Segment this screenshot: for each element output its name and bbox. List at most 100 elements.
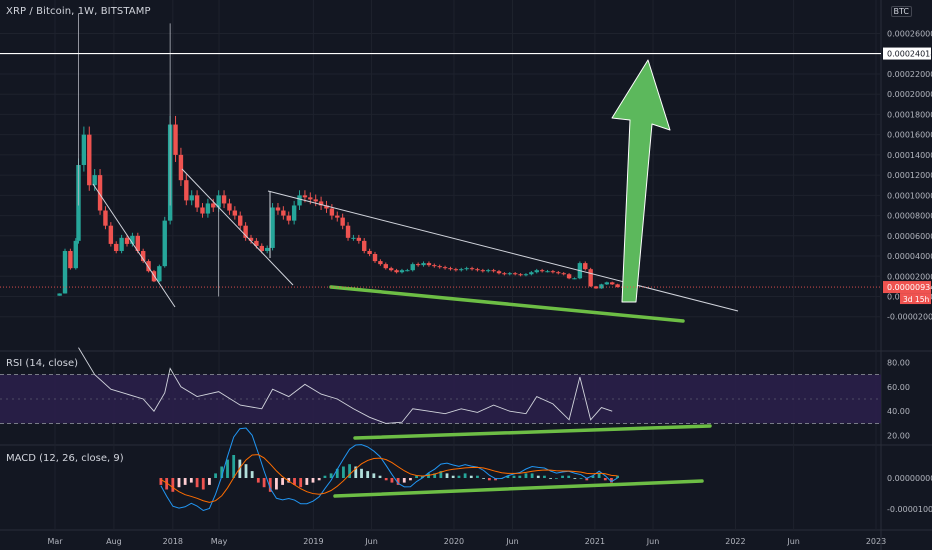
candle-body <box>275 207 281 211</box>
candle-body <box>114 243 119 251</box>
macd-bar <box>487 478 491 481</box>
macd-bar <box>530 473 534 478</box>
macd-bar <box>536 475 540 478</box>
candle-body <box>57 293 62 296</box>
trendline[interactable] <box>181 168 294 286</box>
candle-body <box>599 284 604 289</box>
candle-body <box>345 225 351 238</box>
candle-body <box>372 254 378 262</box>
time-tick-label: 2020 <box>444 537 464 546</box>
macd-bar <box>189 478 193 483</box>
candle-body <box>302 195 308 198</box>
macd-bar <box>335 468 339 478</box>
macd-bar <box>585 478 589 481</box>
candle-body <box>351 237 356 239</box>
candle-body <box>194 195 200 208</box>
candle-body <box>432 265 437 267</box>
candle-body <box>68 250 73 269</box>
macd-bar <box>402 478 406 483</box>
macd-pane[interactable] <box>0 446 881 530</box>
macd-tick-label: 0.00000000 <box>887 474 932 483</box>
rsi-tick-label: 60.00 <box>887 383 910 392</box>
macd-tick-label: -0.00001000 <box>887 505 932 514</box>
candle-body <box>119 237 124 251</box>
candle-body <box>189 195 194 201</box>
time-tick-label: Jun <box>786 537 800 546</box>
candle-body <box>593 286 599 289</box>
macd-bar <box>171 478 175 492</box>
candle-body <box>216 195 221 208</box>
price-axis[interactable]: 0.00026000 0.00024018 0.00022000 0.00020000… <box>883 30 932 322</box>
candle-body <box>405 270 410 272</box>
last-price-tag <box>883 281 931 294</box>
macd-bar <box>220 466 224 478</box>
horizontal-line-price-tag <box>883 47 931 60</box>
price-tick-label: 0.00018000 <box>887 110 932 119</box>
rsi-support-line[interactable] <box>353 424 712 440</box>
macd-bar <box>250 471 254 478</box>
candle-body <box>308 197 313 200</box>
time-axis[interactable]: Mar Aug 2018 May 2019 Jun 2020 Jun 2021 Jun 2022 Ju… <box>47 537 886 546</box>
time-tick-label: 2018 <box>163 537 183 546</box>
candle-body <box>475 269 480 271</box>
time-tick-label: May <box>211 537 228 546</box>
trendline[interactable] <box>92 183 176 308</box>
macd-bar <box>433 473 437 478</box>
macd-axis[interactable]: 0.00000000 -0.00001000 <box>887 474 932 514</box>
candle-body <box>211 203 216 208</box>
candle-body <box>615 284 620 288</box>
macd-bar <box>616 475 620 478</box>
candle-body <box>556 272 561 274</box>
candle-body <box>583 263 588 270</box>
macd-bar <box>554 478 558 479</box>
trendline[interactable] <box>267 190 739 312</box>
price-tick-label: 0.00004000 <box>887 252 932 261</box>
price-tick-label: -0.00002000 <box>887 313 932 322</box>
time-tick-label: Aug <box>106 537 122 546</box>
rsi-axis[interactable]: 80.00 60.00 40.00 20.00 <box>887 358 910 440</box>
macd-support-line[interactable] <box>333 479 704 498</box>
candle-body <box>178 154 184 181</box>
candle-body <box>221 195 227 204</box>
macd-bar <box>463 473 467 478</box>
candle-body <box>486 270 491 272</box>
price-tick-label: 0.00022000 <box>887 70 932 79</box>
candle-body <box>496 271 502 274</box>
price-tick-label: 0.00010000 <box>887 191 932 200</box>
candle-body <box>264 247 270 251</box>
support-line[interactable] <box>329 285 685 323</box>
macd-bar <box>518 475 522 478</box>
macd-bar <box>177 478 181 488</box>
candle-body <box>367 250 372 255</box>
candle-body <box>453 269 459 271</box>
macd-line <box>160 427 618 512</box>
candle-body <box>103 210 108 226</box>
candle-body <box>507 273 512 275</box>
macd-bar <box>287 478 291 483</box>
time-tick-label: Jun <box>364 537 378 546</box>
currency-badge[interactable]: BTC <box>890 6 912 17</box>
macd-bar <box>268 478 272 492</box>
price-tick-label: 0.00014000 <box>887 151 932 160</box>
price-tick-label: 0.00026000 <box>887 30 932 39</box>
macd-bar <box>524 473 528 478</box>
up-arrow[interactable] <box>611 59 671 303</box>
candle-body <box>604 282 610 285</box>
candle-body <box>87 134 92 186</box>
candle-body <box>146 261 151 272</box>
drawings[interactable] <box>0 52 881 498</box>
chart-title: XRP / Bitcoin, 1W, BITSTAMP <box>6 6 151 17</box>
candle-body <box>383 264 388 269</box>
candle-body <box>464 268 469 270</box>
candle-body <box>238 215 243 226</box>
candle-body <box>566 274 572 279</box>
candle-body <box>459 269 464 271</box>
macd-bar <box>482 478 485 479</box>
candle-body <box>97 175 103 211</box>
candle-body <box>378 261 383 265</box>
candle-body <box>399 270 405 273</box>
candle-body <box>108 225 114 244</box>
candle-body <box>313 199 318 202</box>
price-tick-label: 0.00016000 <box>887 131 932 140</box>
